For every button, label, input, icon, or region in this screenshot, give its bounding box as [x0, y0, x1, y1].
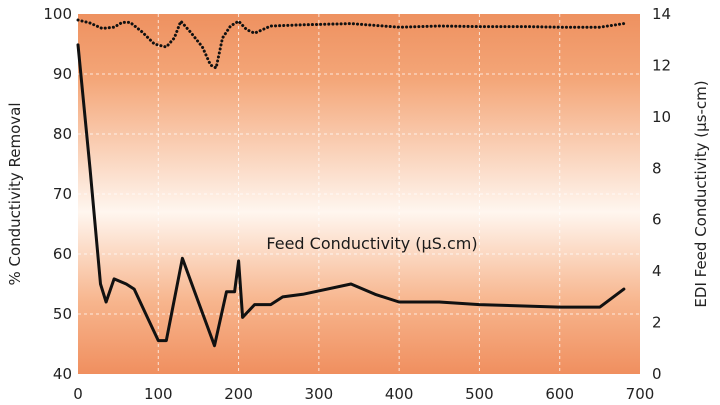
y-axis-title: % Conductivity Removal [6, 102, 24, 285]
series-line-solid [76, 43, 626, 348]
series-group [76, 18, 626, 348]
x-tick-label: 400 [385, 385, 414, 403]
y2-axis-title: EDI Feed Conductivity (µs-cm) [692, 80, 710, 307]
y-tick-label: 90 [53, 65, 72, 83]
chart-annotation: Feed Conductivity (µS.cm) [266, 234, 477, 253]
x-axis-ticks: 0 100 200 300 400 500 600 700 [73, 385, 654, 403]
y2-tick-label: 10 [652, 108, 671, 126]
y-tick-label: 60 [53, 245, 72, 263]
y2-tick-label: 2 [652, 314, 662, 332]
x-tick-label: 300 [305, 385, 334, 403]
x-tick-label: 600 [545, 385, 574, 403]
y2-tick-label: 6 [652, 211, 662, 229]
y-tick-label: 80 [53, 125, 72, 143]
y2-tick-label: 8 [652, 159, 662, 177]
y2-tick-label: 12 [652, 56, 671, 74]
x-tick-label: 200 [224, 385, 253, 403]
y-tick-label: 50 [53, 305, 72, 323]
x-tick-label: 0 [73, 385, 83, 403]
x-tick-label: 100 [144, 385, 173, 403]
y2-tick-label: 4 [652, 262, 662, 280]
y2-tick-label: 0 [652, 365, 662, 383]
y-tick-label: 70 [53, 185, 72, 203]
y2-tick-label: 14 [652, 5, 671, 23]
y-tick-label: 100 [43, 5, 72, 23]
series-line-dotted [76, 18, 626, 70]
grid [78, 14, 640, 374]
y-tick-label: 40 [53, 365, 72, 383]
x-tick-label: 500 [465, 385, 494, 403]
x-tick-label: 700 [626, 385, 655, 403]
y2-axis-ticks: 0 2 4 6 8 10 12 14 [652, 5, 671, 383]
y-axis-ticks: 40 50 60 70 80 90 100 [43, 5, 72, 383]
